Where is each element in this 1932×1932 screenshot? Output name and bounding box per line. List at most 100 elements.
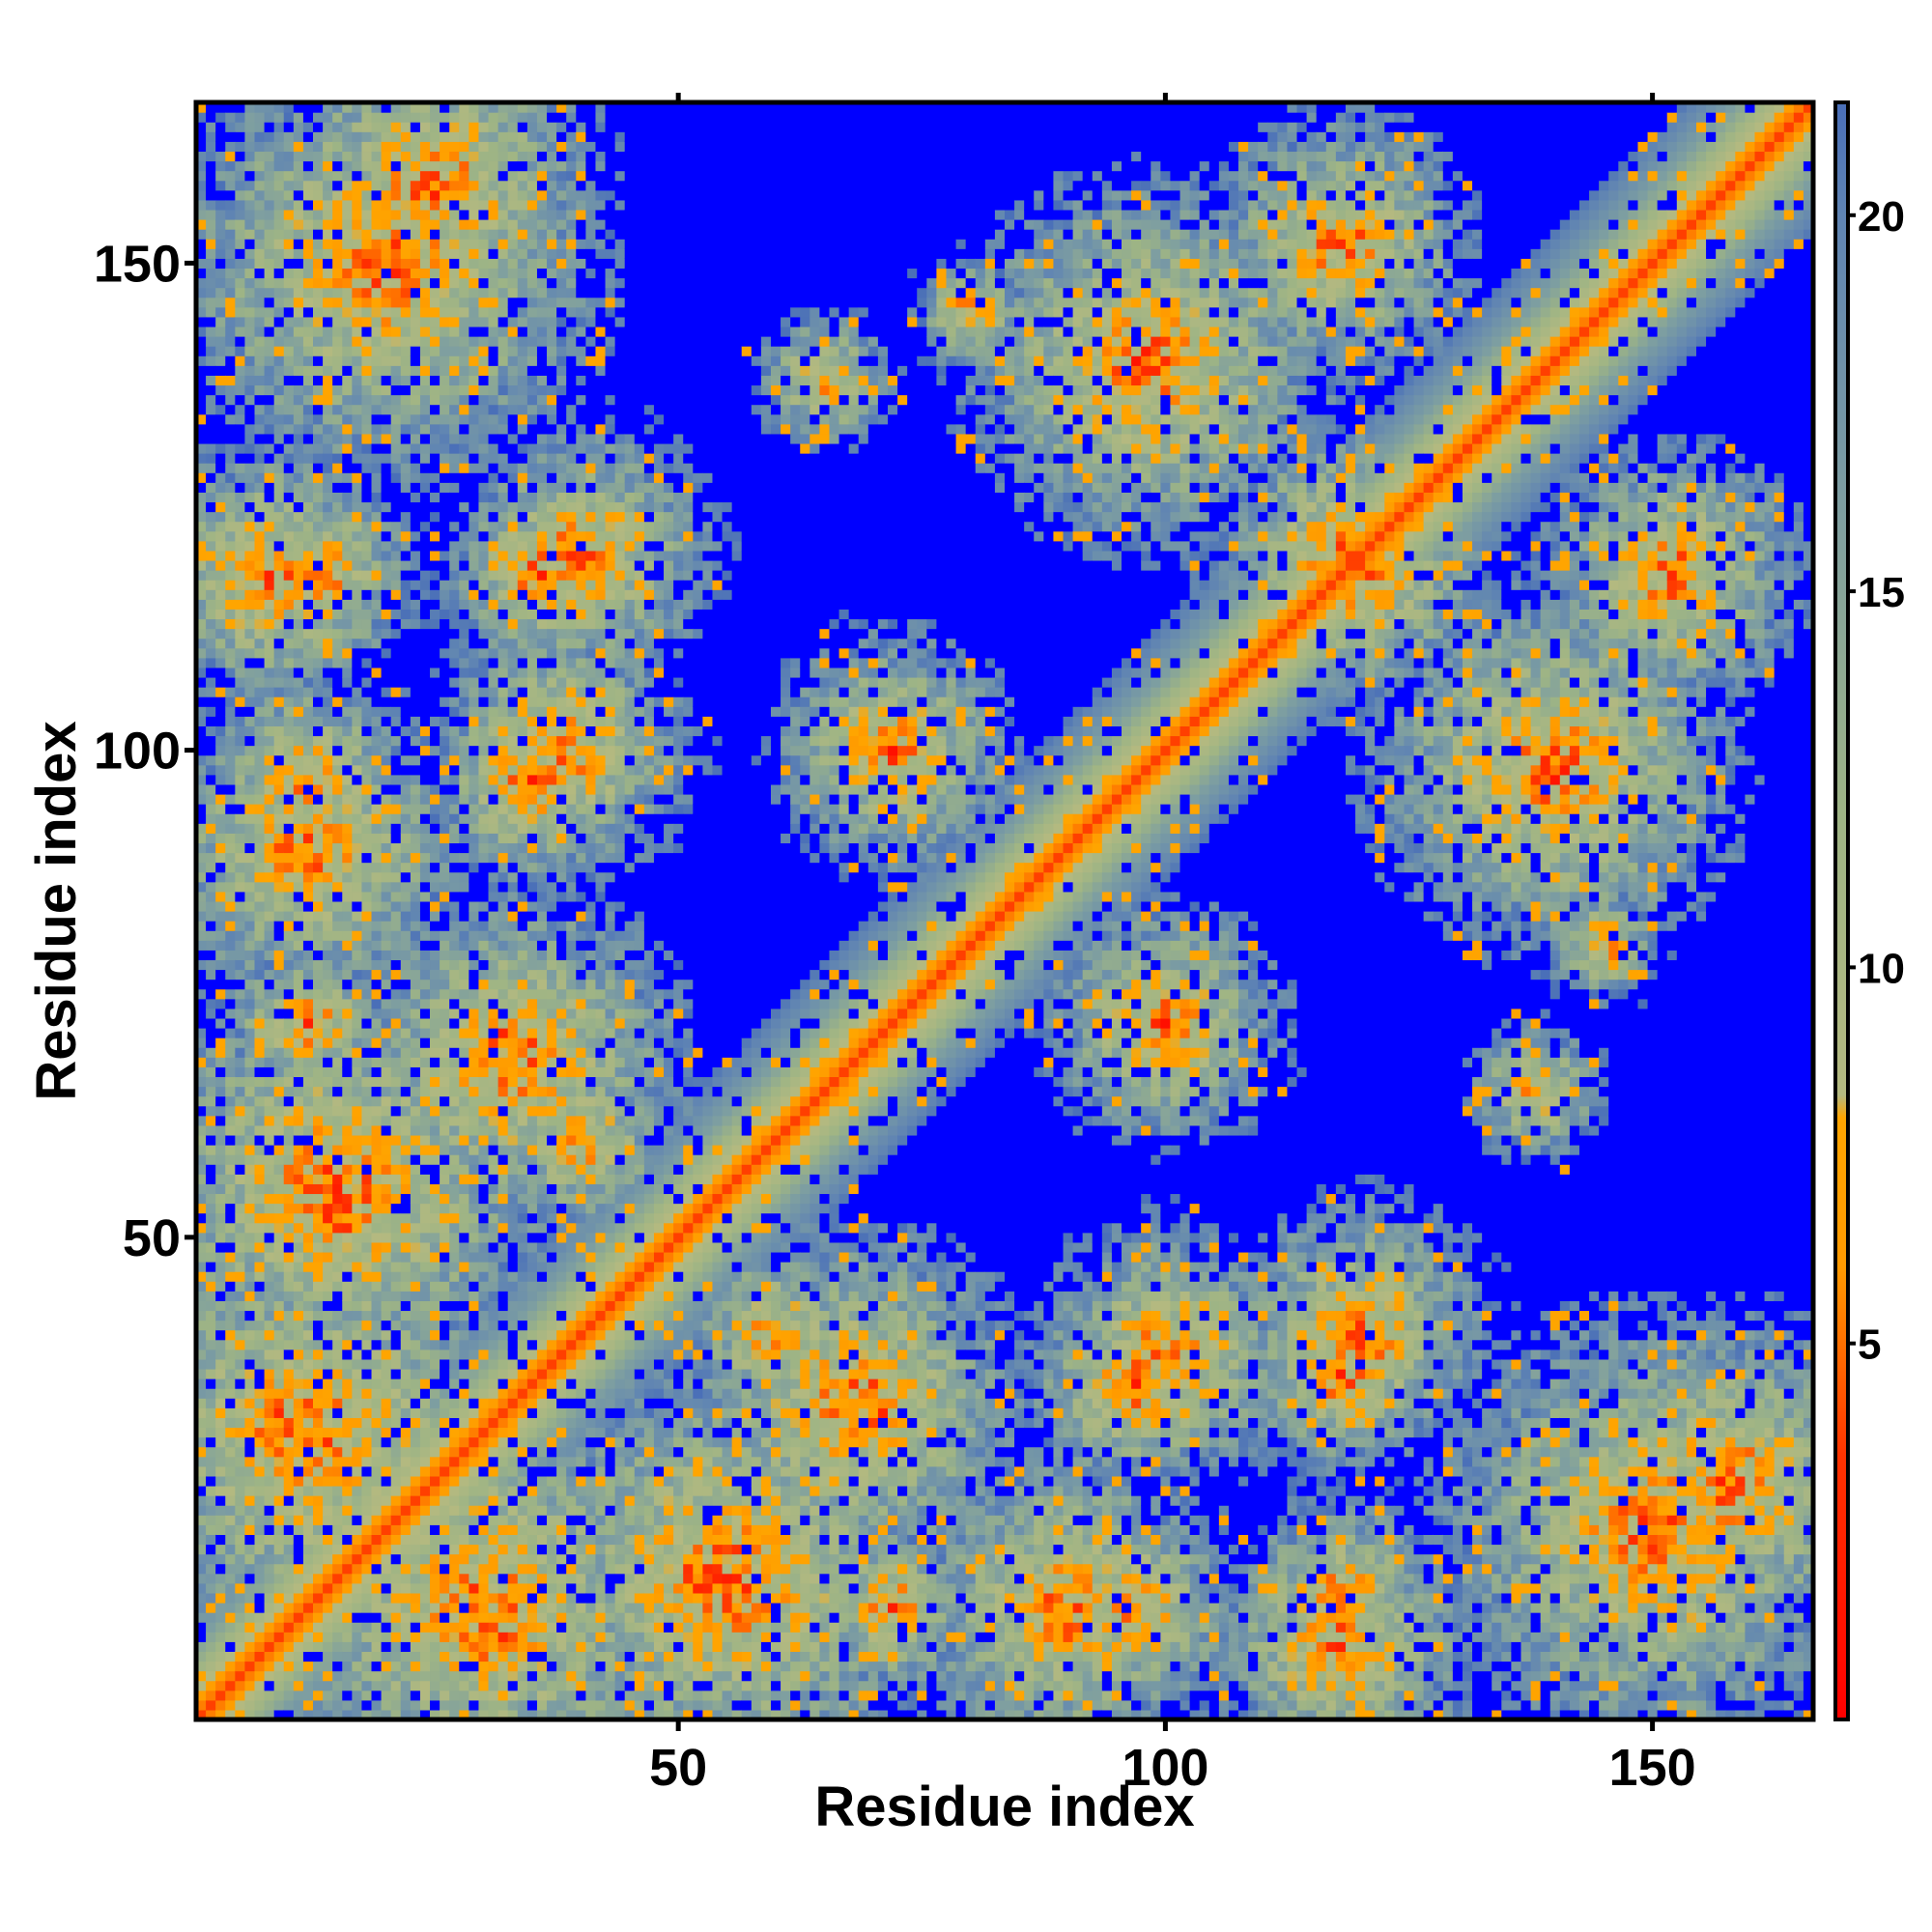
heatmap-cell — [294, 696, 304, 707]
heatmap-cell — [372, 268, 383, 278]
heatmap-cell — [313, 1125, 324, 1136]
heatmap-cell — [294, 930, 304, 941]
heatmap-cell — [244, 1524, 255, 1535]
heatmap-cell — [382, 1281, 392, 1292]
heatmap-cell — [420, 1310, 431, 1321]
heatmap-cell — [342, 1066, 353, 1077]
heatmap-cell — [361, 181, 372, 191]
heatmap-cell — [206, 531, 216, 542]
heatmap-cell — [391, 229, 402, 240]
heatmap-cell — [361, 501, 372, 512]
heatmap-cell — [215, 492, 226, 502]
heatmap-cell — [411, 1233, 421, 1243]
heatmap-cell — [430, 765, 440, 776]
heatmap-cell — [352, 1037, 362, 1048]
heatmap-cell — [411, 355, 421, 366]
heatmap-cell — [342, 706, 353, 717]
heatmap-cell — [478, 1417, 489, 1428]
heatmap-cell — [313, 414, 324, 425]
heatmap-cell — [284, 424, 295, 435]
heatmap-cell — [265, 599, 275, 610]
heatmap-cell — [478, 1671, 489, 1682]
heatmap-cell — [382, 1632, 392, 1642]
heatmap-cell — [342, 1564, 353, 1575]
heatmap-cell — [391, 784, 402, 795]
heatmap-cell — [303, 1534, 314, 1545]
heatmap-cell — [206, 999, 216, 1009]
heatmap-cell — [449, 1359, 460, 1370]
heatmap-cell — [206, 1437, 216, 1448]
heatmap-cell — [440, 131, 450, 142]
heatmap-cell — [352, 414, 362, 425]
heatmap-cell — [352, 463, 362, 473]
heatmap-cell — [440, 141, 450, 152]
heatmap-cell — [303, 618, 314, 629]
heatmap-cell — [244, 1437, 255, 1448]
heatmap-cell — [303, 1554, 314, 1565]
heatmap-cell — [440, 384, 450, 395]
heatmap-cell — [352, 355, 362, 366]
heatmap-cell — [323, 1037, 333, 1048]
heatmap-cell — [449, 151, 460, 161]
heatmap-cell — [294, 434, 304, 444]
heatmap-cell — [478, 1233, 489, 1243]
heatmap-cell — [391, 1622, 402, 1633]
heatmap-cell — [294, 580, 304, 590]
heatmap-cell — [225, 375, 236, 385]
heatmap-cell — [372, 1242, 383, 1253]
heatmap-cell — [332, 200, 343, 211]
heatmap-cell — [284, 336, 295, 347]
heatmap-cell — [411, 512, 421, 523]
heatmap-cell — [459, 355, 469, 366]
heatmap-cell — [225, 970, 236, 980]
heatmap-cell — [391, 1632, 402, 1642]
heatmap-cell — [294, 1437, 304, 1448]
heatmap-cell — [265, 453, 275, 464]
heatmap-cell — [352, 1447, 362, 1458]
heatmap-cell — [303, 940, 314, 951]
heatmap-cell — [332, 609, 343, 619]
heatmap-cell — [265, 200, 275, 211]
heatmap-cell — [449, 1321, 460, 1331]
heatmap-cell — [235, 443, 245, 454]
heatmap-cell — [274, 775, 285, 785]
heatmap-cell — [352, 980, 362, 990]
heatmap-cell — [294, 239, 304, 249]
heatmap-cell — [372, 1116, 383, 1126]
heatmap-cell — [244, 443, 255, 454]
heatmap-cell — [303, 639, 314, 649]
heatmap-cell — [323, 1457, 333, 1467]
heatmap-cell — [332, 725, 343, 736]
heatmap-cell — [215, 434, 226, 444]
heatmap-cell — [323, 901, 333, 912]
heatmap-cell — [459, 1427, 469, 1437]
heatmap-cell — [459, 959, 469, 970]
heatmap-cell — [244, 921, 255, 931]
heatmap-cell — [303, 1681, 314, 1691]
heatmap-cell — [342, 1135, 353, 1146]
heatmap-cell — [323, 336, 333, 347]
heatmap-cell — [361, 1321, 372, 1331]
heatmap-cell — [235, 1534, 245, 1545]
heatmap-cell — [313, 999, 324, 1009]
heatmap-cell — [352, 755, 362, 766]
heatmap-cell — [459, 668, 469, 678]
heatmap-cell — [255, 151, 266, 161]
heatmap-cell — [332, 453, 343, 464]
heatmap-cell — [313, 1037, 324, 1048]
heatmap-cell — [401, 501, 412, 512]
heatmap-cell — [440, 570, 450, 581]
heatmap-cell — [342, 1291, 353, 1301]
heatmap-cell — [361, 1427, 372, 1437]
heatmap-cell — [244, 980, 255, 990]
heatmap-cell — [244, 765, 255, 776]
heatmap-cell — [244, 472, 255, 483]
heatmap-cell — [225, 852, 236, 863]
heatmap-cell — [274, 1087, 285, 1097]
heatmap-cell — [294, 1193, 304, 1204]
heatmap-cell — [440, 1651, 450, 1662]
heatmap-cell — [449, 1369, 460, 1379]
heatmap-cell — [372, 1262, 383, 1272]
heatmap-cell — [235, 551, 245, 561]
heatmap-cell — [265, 268, 275, 278]
